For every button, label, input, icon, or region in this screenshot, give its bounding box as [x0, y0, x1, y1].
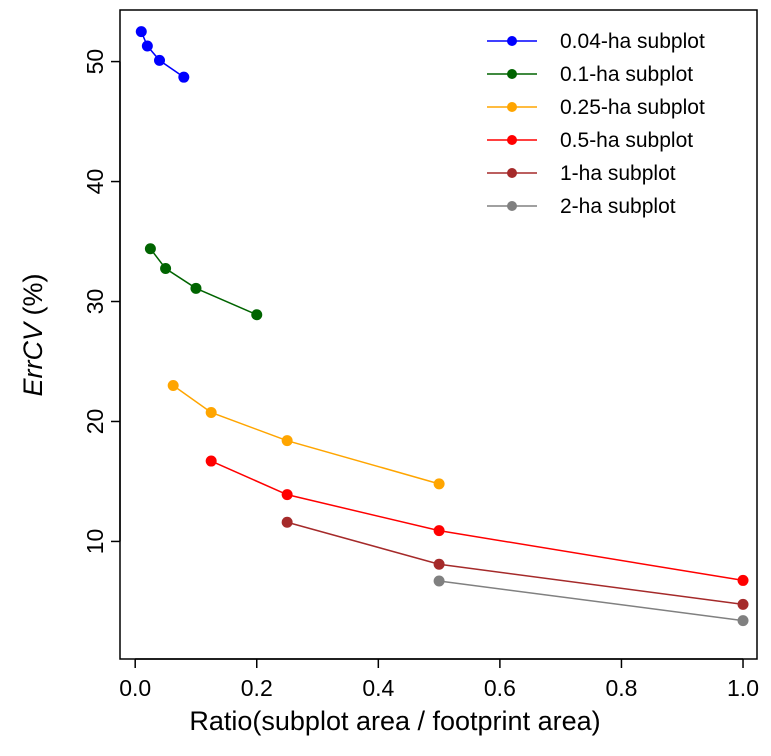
- x-tick-label: 0.4: [362, 675, 394, 701]
- data-point: [433, 558, 445, 570]
- data-point: [433, 478, 445, 490]
- legend-label: 0.1-ha subplot: [560, 63, 693, 86]
- x-tick-label: 1.0: [727, 675, 759, 701]
- data-point: [281, 489, 293, 501]
- y-tick-label: 30: [82, 289, 108, 315]
- legend-marker: [507, 102, 517, 112]
- data-point: [141, 40, 153, 52]
- data-point: [144, 243, 156, 255]
- series-line: [140, 31, 185, 78]
- data-point: [433, 525, 445, 537]
- data-point: [433, 575, 445, 587]
- series-line: [210, 460, 744, 582]
- x-tick-label: 0.6: [484, 675, 516, 701]
- data-point: [167, 379, 179, 391]
- x-tick-label: 0.0: [119, 675, 151, 701]
- series-line: [286, 521, 744, 606]
- series-line: [439, 580, 744, 622]
- data-point: [160, 263, 172, 275]
- series-line: [149, 248, 258, 316]
- legend-marker: [507, 201, 517, 211]
- y-tick-label: 20: [82, 409, 108, 435]
- data-point: [737, 574, 749, 586]
- data-point: [190, 282, 202, 294]
- data-point: [205, 455, 217, 467]
- data-point: [737, 615, 749, 627]
- x-tick-label: 0.8: [605, 675, 637, 701]
- legend-label: 0.5-ha subplot: [560, 129, 693, 152]
- x-axis-label: Ratio(subplot area / footprint area): [189, 706, 600, 736]
- y-axis-label-unit: (%): [18, 273, 48, 315]
- legend-marker: [507, 69, 517, 79]
- x-tick-label: 0.2: [241, 675, 273, 701]
- legend-marker: [507, 36, 517, 46]
- series-line: [172, 384, 440, 485]
- data-point: [281, 435, 293, 447]
- legend-marker: [507, 135, 517, 145]
- data-point: [737, 598, 749, 610]
- y-axis-label: ErrCV (%): [18, 273, 48, 396]
- legend-marker: [507, 168, 517, 178]
- data-point: [154, 54, 166, 66]
- data-point: [281, 516, 293, 528]
- legend-label: 2-ha subplot: [560, 195, 676, 218]
- legend-label: 0.25-ha subplot: [560, 96, 705, 119]
- y-tick-label: 50: [82, 49, 108, 75]
- data-point: [251, 309, 263, 321]
- legend-label: 1-ha subplot: [560, 162, 676, 185]
- y-axis-label-italic: ErrCV: [18, 320, 48, 396]
- legend-label: 0.04-ha subplot: [560, 30, 705, 53]
- data-point: [205, 406, 217, 418]
- y-tick-label: 10: [82, 529, 108, 555]
- y-tick-label: 40: [82, 169, 108, 195]
- data-point: [178, 71, 190, 83]
- data-point: [135, 26, 147, 38]
